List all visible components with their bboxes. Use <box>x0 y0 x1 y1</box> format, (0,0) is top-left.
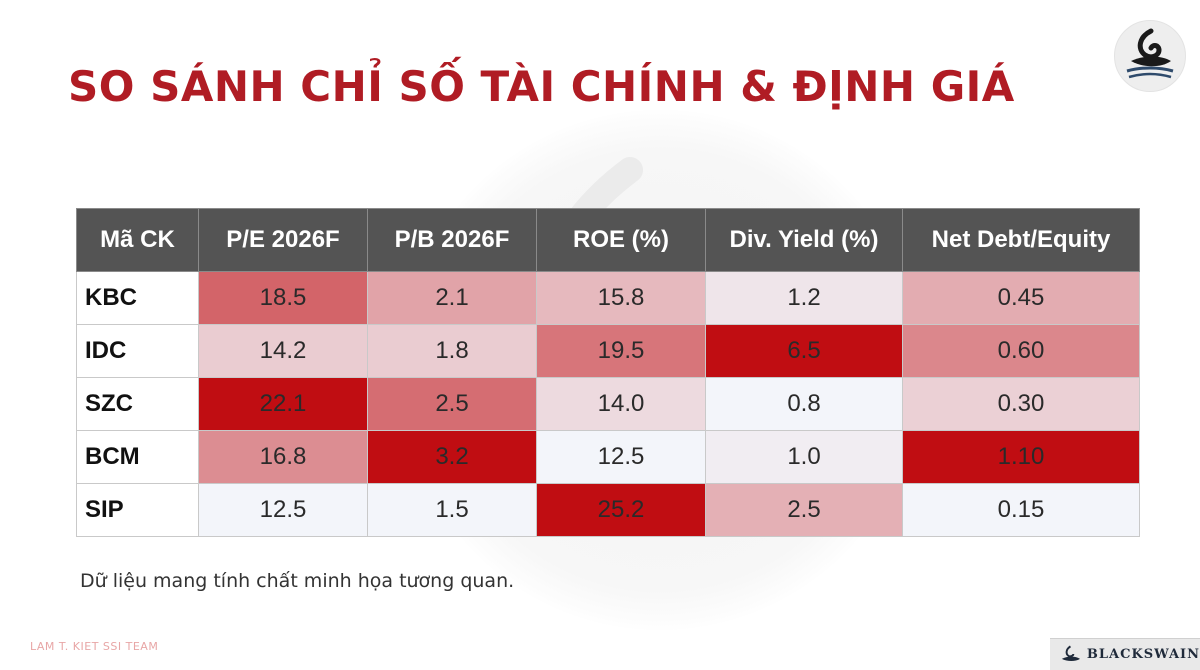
black-swan-logo-icon <box>1114 20 1186 92</box>
value-cell: 12.5 <box>536 430 706 484</box>
value-cell: 0.60 <box>902 324 1140 378</box>
value-cell: 2.1 <box>367 271 537 325</box>
column-header: Div. Yield (%) <box>705 208 903 272</box>
value-cell: 0.30 <box>902 377 1140 431</box>
ticker-cell: SIP <box>76 483 199 537</box>
value-cell: 1.10 <box>902 430 1140 484</box>
brand-badge: BLACKSWAIN <box>1050 638 1200 670</box>
value-cell: 2.5 <box>705 483 903 537</box>
table-header-row: Mã CK P/E 2026F P/B 2026F ROE (%) Div. Y… <box>76 208 1140 272</box>
column-header: Net Debt/Equity <box>902 208 1140 272</box>
value-cell: 25.2 <box>536 483 706 537</box>
value-cell: 14.2 <box>198 324 368 378</box>
value-cell: 1.2 <box>705 271 903 325</box>
table-row: SZC 22.1 2.5 14.0 0.8 0.30 <box>76 377 1140 431</box>
value-cell: 1.0 <box>705 430 903 484</box>
ticker-cell: KBC <box>76 271 199 325</box>
value-cell: 18.5 <box>198 271 368 325</box>
ticker-cell: IDC <box>76 324 199 378</box>
value-cell: 1.8 <box>367 324 537 378</box>
table-row: IDC 14.2 1.8 19.5 6.5 0.60 <box>76 324 1140 378</box>
value-cell: 1.5 <box>367 483 537 537</box>
column-header: P/E 2026F <box>198 208 368 272</box>
table-row: KBC 18.5 2.1 15.8 1.2 0.45 <box>76 271 1140 325</box>
value-cell: 16.8 <box>198 430 368 484</box>
value-cell: 3.2 <box>367 430 537 484</box>
column-header: P/B 2026F <box>367 208 537 272</box>
value-cell: 12.5 <box>198 483 368 537</box>
column-header: Mã CK <box>76 208 199 272</box>
page-title: SO SÁNH CHỈ SỐ TÀI CHÍNH & ĐỊNH GIÁ <box>68 62 1015 111</box>
brand-name: BLACKSWAIN <box>1086 647 1200 662</box>
value-cell: 14.0 <box>536 377 706 431</box>
swan-icon <box>1061 645 1081 661</box>
value-cell: 2.5 <box>367 377 537 431</box>
value-cell: 0.45 <box>902 271 1140 325</box>
value-cell: 0.8 <box>705 377 903 431</box>
value-cell: 15.8 <box>536 271 706 325</box>
value-cell: 6.5 <box>705 324 903 378</box>
column-header: ROE (%) <box>536 208 706 272</box>
footnote: Dữ liệu mang tính chất minh họa tương qu… <box>80 570 515 592</box>
team-label: LAM T. KIET SSI TEAM <box>30 640 159 653</box>
table-row: SIP 12.5 1.5 25.2 2.5 0.15 <box>76 483 1140 537</box>
ticker-cell: SZC <box>76 377 199 431</box>
value-cell: 22.1 <box>198 377 368 431</box>
comparison-table: Mã CK P/E 2026F P/B 2026F ROE (%) Div. Y… <box>76 208 1140 537</box>
value-cell: 19.5 <box>536 324 706 378</box>
value-cell: 0.15 <box>902 483 1140 537</box>
ticker-cell: BCM <box>76 430 199 484</box>
table-row: BCM 16.8 3.2 12.5 1.0 1.10 <box>76 430 1140 484</box>
